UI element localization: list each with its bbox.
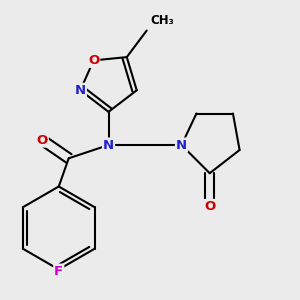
Text: N: N <box>176 139 187 152</box>
Text: O: O <box>204 200 215 213</box>
Text: O: O <box>88 54 99 67</box>
Text: F: F <box>54 265 63 278</box>
Text: N: N <box>103 139 114 152</box>
Text: O: O <box>37 134 48 146</box>
Text: N: N <box>75 84 86 97</box>
Text: CH₃: CH₃ <box>150 14 174 27</box>
